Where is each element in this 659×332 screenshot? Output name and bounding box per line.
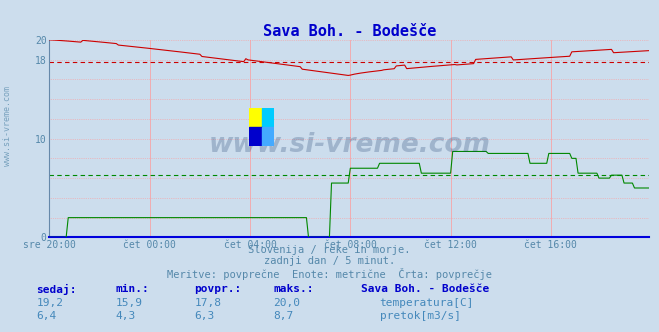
- Bar: [249, 127, 262, 146]
- Title: Sava Boh. - Bodešče: Sava Boh. - Bodešče: [262, 24, 436, 39]
- Text: 17,8: 17,8: [194, 298, 221, 308]
- Text: Meritve: povprečne  Enote: metrične  Črta: povprečje: Meritve: povprečne Enote: metrične Črta:…: [167, 268, 492, 280]
- Text: zadnji dan / 5 minut.: zadnji dan / 5 minut.: [264, 256, 395, 266]
- Text: 6,3: 6,3: [194, 311, 215, 321]
- Bar: [262, 108, 274, 127]
- Text: povpr.:: povpr.:: [194, 284, 242, 294]
- Text: 4,3: 4,3: [115, 311, 136, 321]
- Text: www.si-vreme.com: www.si-vreme.com: [208, 131, 490, 158]
- Text: 6,4: 6,4: [36, 311, 57, 321]
- Text: pretok[m3/s]: pretok[m3/s]: [380, 311, 461, 321]
- Text: sedaj:: sedaj:: [36, 284, 76, 295]
- Text: 20,0: 20,0: [273, 298, 301, 308]
- Text: 8,7: 8,7: [273, 311, 294, 321]
- Text: 15,9: 15,9: [115, 298, 142, 308]
- Text: 19,2: 19,2: [36, 298, 63, 308]
- Text: www.si-vreme.com: www.si-vreme.com: [3, 86, 13, 166]
- Bar: [249, 108, 262, 127]
- Text: Sava Boh. - Bodešče: Sava Boh. - Bodešče: [361, 284, 490, 294]
- Bar: [262, 127, 274, 146]
- Text: min.:: min.:: [115, 284, 149, 294]
- Text: temperatura[C]: temperatura[C]: [380, 298, 474, 308]
- Text: maks.:: maks.:: [273, 284, 314, 294]
- Text: Slovenija / reke in morje.: Slovenija / reke in morje.: [248, 245, 411, 255]
